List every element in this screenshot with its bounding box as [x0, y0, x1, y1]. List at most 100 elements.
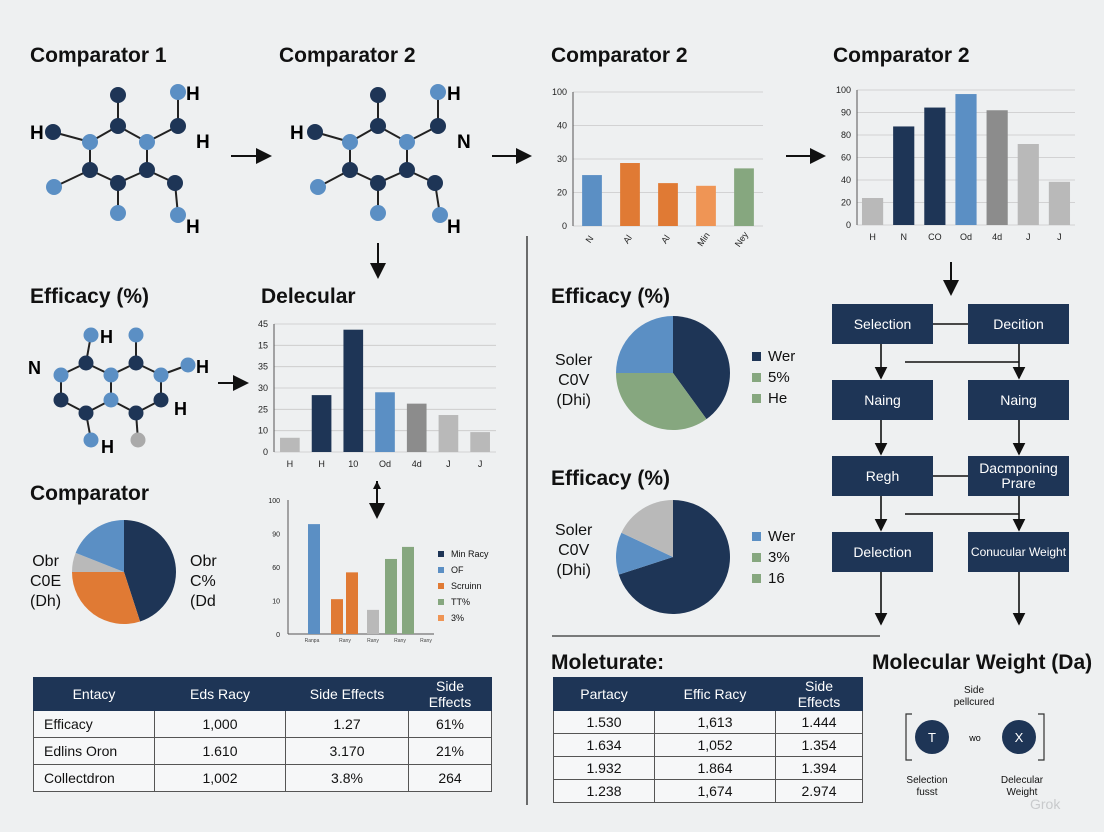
bar	[402, 546, 414, 634]
cell: 1.932	[553, 756, 655, 780]
legend-swatch	[752, 532, 761, 541]
bar	[734, 168, 754, 226]
pie-chart-comparator	[72, 520, 176, 624]
bar	[861, 198, 884, 225]
m3-label: H	[101, 437, 114, 457]
bar	[375, 392, 395, 452]
legend-swatch	[438, 615, 444, 621]
x-tick-label: Od	[379, 459, 391, 469]
y-tick-label: 25	[258, 404, 268, 414]
bar	[367, 609, 379, 634]
m1-label: H	[186, 217, 200, 238]
y-tick-label: 45	[258, 319, 268, 329]
y-tick-label: 90	[841, 108, 851, 118]
bar	[582, 175, 602, 226]
pie-slice	[124, 520, 176, 622]
x-tick-label: J	[1026, 232, 1031, 242]
moleturate-title: Moleturate:	[551, 651, 665, 674]
bar	[331, 599, 343, 634]
cell: Collectdron	[33, 764, 155, 792]
cell: 1.394	[775, 756, 863, 780]
cell: 1,052	[654, 733, 776, 757]
bar-chart-small: 0 10 60 90 100 Ranpa Rany Rany Rany Rany	[268, 498, 434, 644]
legend-swatch	[438, 567, 444, 573]
legend-label: TT%	[451, 597, 470, 607]
y-tick-label: 100	[836, 85, 851, 95]
table-row: 1.634 1,052 1.354	[553, 733, 863, 757]
pie3-side-text-right: Obr C% (Dd	[190, 553, 217, 610]
flow-naing-2: Naing	[968, 380, 1069, 420]
y-tick-label: 10	[258, 426, 268, 436]
x-tick-label: 4d	[992, 232, 1002, 242]
cell: Edlins Oron	[33, 737, 155, 765]
molecular-weight-title: Molecular Weight (Da)	[872, 651, 1093, 674]
cell: 1.530	[553, 710, 655, 734]
flow-naing-1: Naing	[832, 380, 933, 420]
pie-slice	[616, 532, 673, 575]
y-tick-label: 60	[272, 565, 280, 572]
comparator2-title: Comparator 2	[279, 44, 416, 67]
mw-node-t-label: T	[928, 730, 936, 745]
flow-regh: Regh	[832, 456, 933, 496]
th: Side Effects	[775, 677, 863, 711]
table-row: Collectdron 1,002 3.8% 264	[33, 764, 492, 792]
bar	[620, 163, 640, 226]
table-row: 1.932 1.864 1.394	[553, 756, 863, 780]
flow-conucular-weight: Conucular Weight	[968, 532, 1069, 572]
legend-label: Min Racy	[451, 549, 489, 559]
x-tick-label: Rany	[339, 638, 351, 644]
th: Side Effects	[408, 677, 492, 711]
x-tick-label: Ney	[733, 229, 751, 248]
bar	[438, 415, 459, 452]
x-tick-label: H	[287, 459, 294, 469]
comparator2-bar2-title: Comparator 2	[833, 44, 970, 67]
bar	[955, 94, 977, 225]
th: Side Effects	[285, 677, 409, 711]
efficacy-pie2-title: Efficacy (%)	[551, 467, 671, 490]
m1-label: H	[186, 84, 200, 105]
efficacy-pie1-title: Efficacy (%)	[551, 285, 671, 308]
th: Eds Racy	[154, 677, 286, 711]
pie-chart-efficacy2	[616, 500, 730, 614]
pie3-side-label-right: Obr C% (Dd	[190, 552, 217, 612]
m2-label: H	[447, 84, 461, 105]
x-tick-label: CO	[928, 232, 942, 242]
x-tick-label: H	[318, 459, 325, 469]
y-tick-label: 100	[552, 87, 567, 97]
th: Entacy	[33, 677, 155, 711]
legend-label: 5%	[768, 369, 790, 386]
y-tick-label: 90	[272, 532, 280, 539]
m2-label: N	[457, 132, 471, 153]
cell: 1.610	[154, 737, 286, 765]
cell: 21%	[408, 737, 492, 765]
x-tick-label: Rany	[394, 638, 406, 644]
bar-chart-comparator2: 0 20 30 40 100 N Al Al Min Ney	[552, 87, 763, 249]
y-tick-label: 40	[557, 121, 567, 131]
legend-swatch	[752, 553, 761, 562]
table-row: 1.530 1,613 1.444	[553, 710, 863, 734]
molecule-3: H N H H H	[28, 327, 209, 457]
bar	[346, 572, 358, 634]
m1-label: H	[30, 123, 44, 144]
flow-decomponing: Dacmponing Prare	[968, 456, 1069, 496]
legend-swatch	[438, 551, 444, 557]
x-tick-label: Al	[621, 233, 634, 245]
mw-mid-label: wo	[968, 733, 981, 743]
y-tick-label: 20	[841, 198, 851, 208]
cell: 2.974	[775, 779, 863, 803]
small-chart-legend: Min Racy OF Scruinn TT% 3%	[438, 546, 489, 626]
bar	[385, 558, 397, 634]
pie3-side-text-left: Obr C0E (Dh)	[30, 553, 62, 610]
y-tick-label: 0	[846, 220, 851, 230]
pie1-side-label: Soler C0V (Dhi)	[555, 351, 592, 411]
pie2-side-label: Soler C0V (Dhi)	[555, 521, 592, 581]
table-row: 1.238 1,674 2.974	[553, 779, 863, 803]
pie-slice	[621, 500, 673, 557]
flow-delection: Delection	[832, 532, 933, 572]
legend-label: Wer	[768, 528, 796, 545]
x-tick-label: N	[584, 234, 596, 245]
mw-node-x	[1002, 720, 1036, 754]
pie-slice	[72, 572, 141, 624]
flow-selection: Selection	[832, 304, 933, 344]
molecule-1: H H H H	[30, 84, 210, 238]
